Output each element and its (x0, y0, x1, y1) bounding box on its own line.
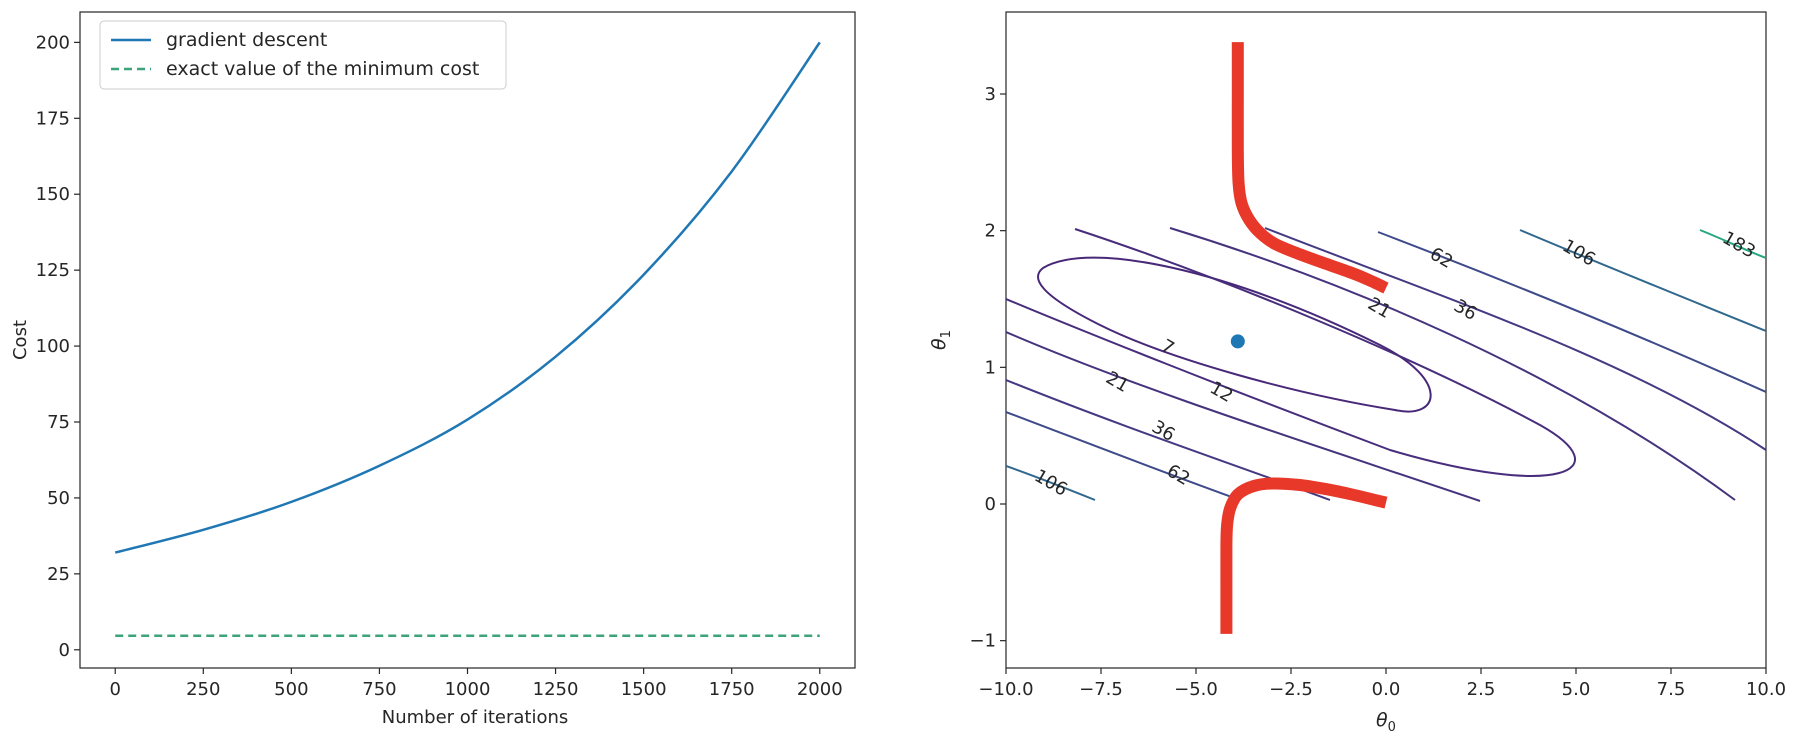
gradient-path-lower (1220, 477, 1388, 634)
cost-x-tick-label: 2000 (797, 679, 843, 700)
contour-x-tick-label: −2.5 (1269, 679, 1313, 700)
cost-xlabel: Number of iterations (382, 707, 569, 728)
cost-y-tick-label: 50 (47, 488, 70, 509)
cost-y-tick-label: 100 (36, 336, 70, 357)
contour-y-ticks: −1 0 1 2 3 (969, 84, 1006, 652)
cost-x-ticks: 0 250 500 750 1000 1250 1500 1750 2000 (110, 668, 843, 700)
gradient-paths-layer (1220, 42, 1389, 634)
contour-line-62-lower (1006, 411, 1241, 501)
series-line-gradient-descent (114, 41, 821, 554)
contour-x-tick-label: 10.0 (1746, 679, 1786, 700)
cost-chart: 0 250 500 750 1000 1250 1500 1750 2000 0 25 50 75 10… (10, 11, 856, 728)
contour-line-106-lower (1006, 465, 1096, 501)
cost-x-tick-label: 250 (186, 679, 220, 700)
gradient-path-upper (1231, 42, 1389, 294)
cost-x-tick-label: 500 (274, 679, 308, 700)
contour-y-tick-label: 3 (985, 84, 996, 105)
cost-y-tick-label: 200 (36, 32, 70, 53)
legend-label-minimum-cost: exact value of the minimum cost (166, 58, 479, 80)
contour-y-tick-label: −1 (969, 631, 996, 652)
cost-y-tick-label: 0 (59, 640, 70, 661)
contour-chart: −10.0 −7.5 −5.0 −2.5 0.0 2.5 5.0 7.5 10.0 −1 0 1 2 3… (928, 11, 1786, 735)
contour-y-tick-label: 2 (985, 221, 996, 242)
cost-ylabel: Cost (10, 320, 31, 360)
cost-series-layer (114, 41, 821, 638)
contour-line-21-lower (1006, 331, 1481, 502)
contour-ylabel: θ1 (928, 330, 954, 350)
cost-y-tick-label: 150 (36, 184, 70, 205)
cost-y-tick-label: 25 (47, 564, 70, 585)
contour-x-tick-label: 5.0 (1562, 679, 1591, 700)
contour-x-tick-label: 7.5 (1657, 679, 1686, 700)
cost-y-tick-label: 125 (36, 260, 70, 281)
contour-x-tick-label: −10.0 (978, 679, 1033, 700)
cost-y-tick-label: 175 (36, 108, 70, 129)
cost-x-tick-label: 1250 (533, 679, 579, 700)
contour-line-36-upper (1264, 227, 1766, 451)
contour-line-62-upper (1377, 231, 1766, 393)
cost-x-tick-label: 1500 (621, 679, 667, 700)
contour-line-7 (1037, 256, 1432, 413)
cost-legend: gradient descent exact value of the mini… (99, 20, 507, 90)
cost-x-tick-label: 1000 (445, 679, 491, 700)
contour-line-12 (1006, 228, 1576, 477)
contour-xlabel: θ0 (1376, 709, 1396, 735)
cost-y-ticks: 0 25 50 75 100 125 150 175 200 (36, 32, 80, 661)
contour-line-183 (1699, 229, 1766, 259)
cost-plot-area (79, 11, 856, 669)
contour-x-tick-label: −7.5 (1079, 679, 1123, 700)
contour-x-tick-label: −5.0 (1174, 679, 1218, 700)
contour-x-ticks: −10.0 −7.5 −5.0 −2.5 0.0 2.5 5.0 7.5 10.0 (978, 668, 1786, 700)
contour-plot-area (1005, 11, 1767, 669)
contour-lines-layer (1006, 227, 1766, 502)
cost-y-tick-label: 75 (47, 412, 70, 433)
cost-x-tick-label: 750 (362, 679, 396, 700)
contour-y-tick-label: 1 (985, 357, 996, 378)
cost-x-tick-label: 0 (110, 679, 121, 700)
contour-line-21-upper (1169, 227, 1736, 501)
contour-y-tick-label: 0 (985, 494, 996, 515)
contour-x-tick-label: 2.5 (1467, 679, 1496, 700)
cost-legend-frame (99, 20, 507, 90)
contour-line-106-upper (1519, 229, 1766, 332)
minimum-point (1230, 334, 1245, 349)
cost-x-tick-label: 1750 (709, 679, 755, 700)
legend-label-gradient-descent: gradient descent (166, 29, 327, 51)
contour-x-tick-label: 0.0 (1372, 679, 1401, 700)
